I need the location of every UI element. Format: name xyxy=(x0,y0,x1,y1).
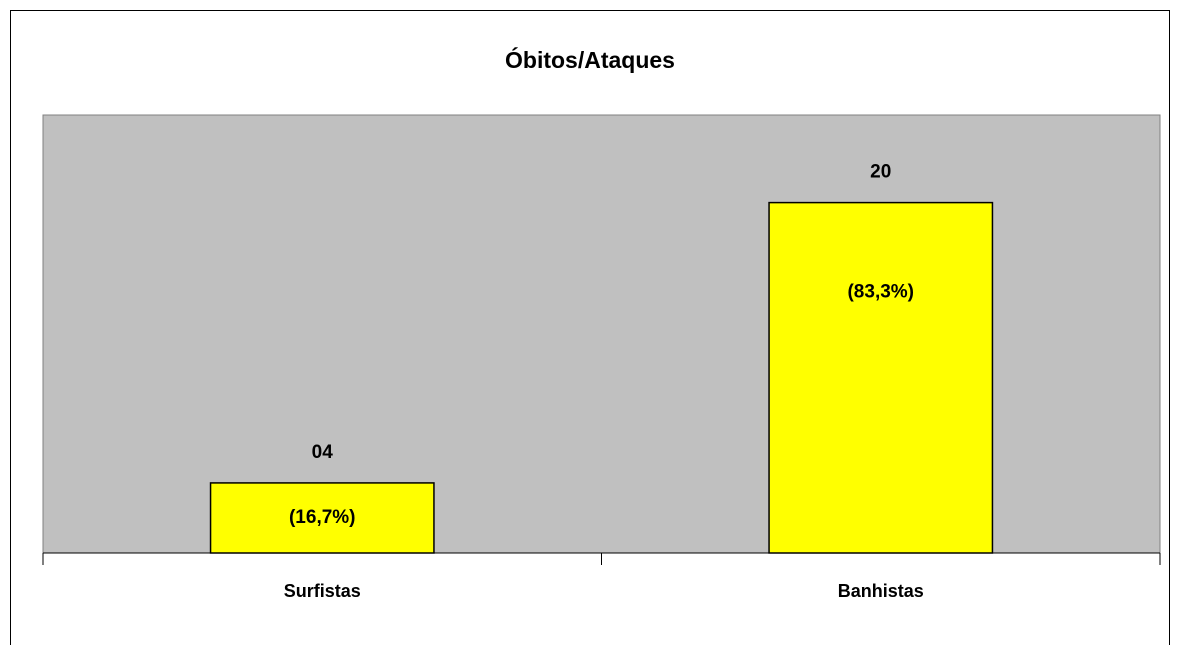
x-tick-label: Surfistas xyxy=(284,581,361,601)
value-label: 04 xyxy=(312,442,334,463)
x-tick-label: Banhistas xyxy=(838,581,924,601)
percent-label: (83,3%) xyxy=(847,282,914,303)
percent-label: (16,7%) xyxy=(289,507,356,528)
value-label: 20 xyxy=(870,162,891,183)
chart-title: Óbitos/Ataques xyxy=(505,46,675,73)
bar xyxy=(768,201,994,554)
